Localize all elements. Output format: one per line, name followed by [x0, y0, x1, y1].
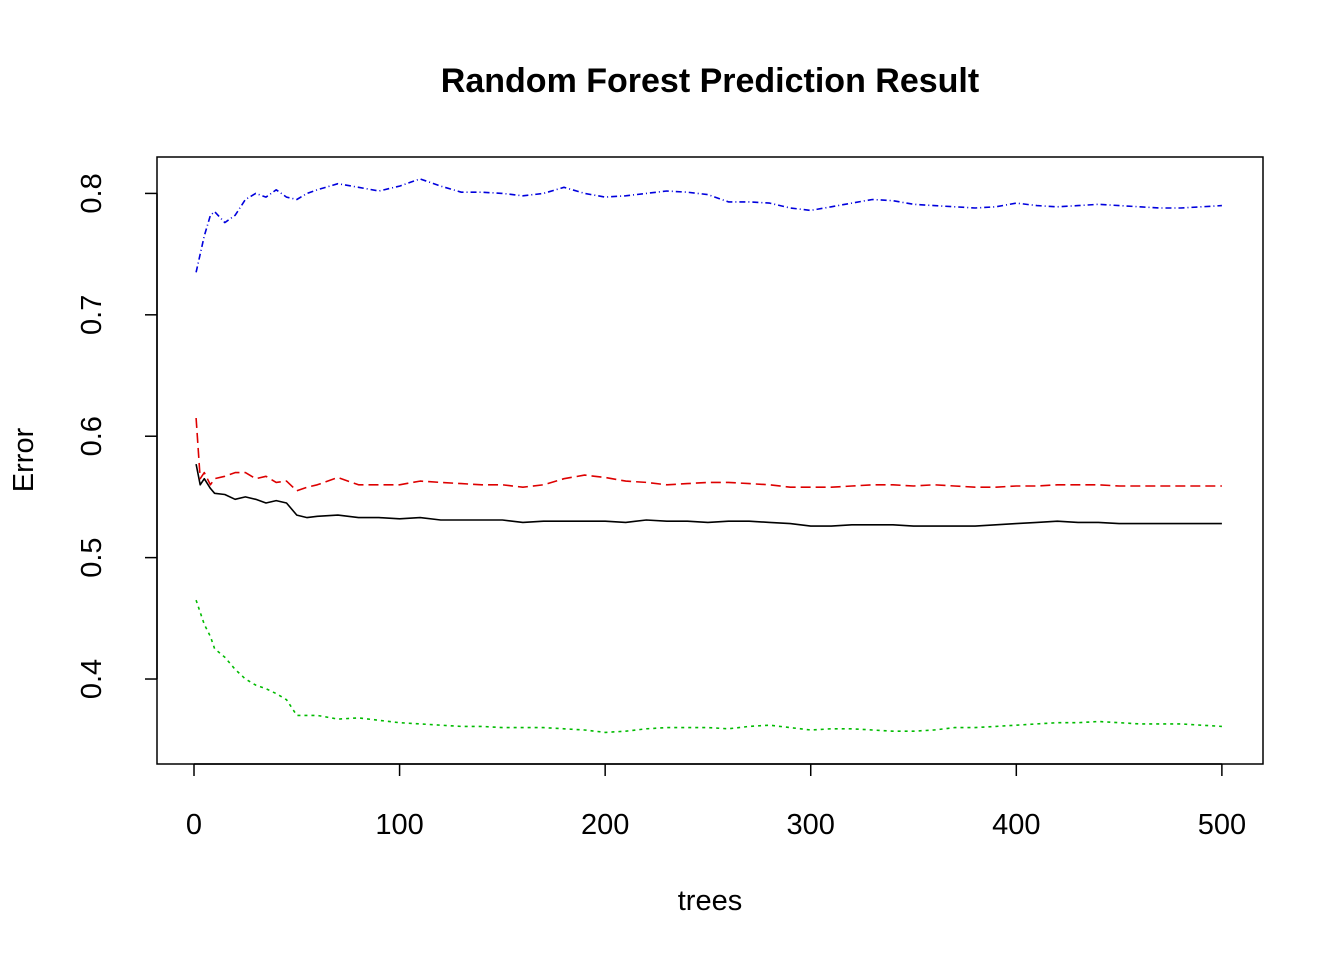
x-tick-label: 0 — [186, 809, 202, 841]
y-tick-label: 0.7 — [76, 295, 108, 335]
x-tick-label: 500 — [1198, 809, 1246, 841]
x-axis-label: trees — [678, 885, 742, 917]
y-tick-label: 0.5 — [76, 537, 108, 577]
y-tick-label: 0.6 — [76, 416, 108, 456]
x-tick-label: 100 — [375, 809, 423, 841]
x-tick-label: 400 — [992, 809, 1040, 841]
y-tick-label: 0.8 — [76, 173, 108, 213]
chart-title: Random Forest Prediction Result — [441, 62, 979, 100]
y-axis: 0.4 0.5 0.6 0.7 0.8 — [76, 173, 158, 699]
series-line-2 — [195, 417, 1222, 492]
x-tick-label: 300 — [787, 809, 835, 841]
series-line-4 — [195, 178, 1222, 273]
plot-area-frame — [156, 156, 1264, 765]
x-axis: 0 100 200 300 400 500 — [186, 763, 1246, 841]
series-layer — [195, 178, 1222, 734]
series-line-3 — [195, 599, 1222, 734]
y-tick-label: 0.4 — [76, 659, 108, 699]
series-line-1 — [195, 463, 1222, 527]
y-axis-label: Error — [8, 427, 40, 492]
x-tick-label: 200 — [581, 809, 629, 841]
